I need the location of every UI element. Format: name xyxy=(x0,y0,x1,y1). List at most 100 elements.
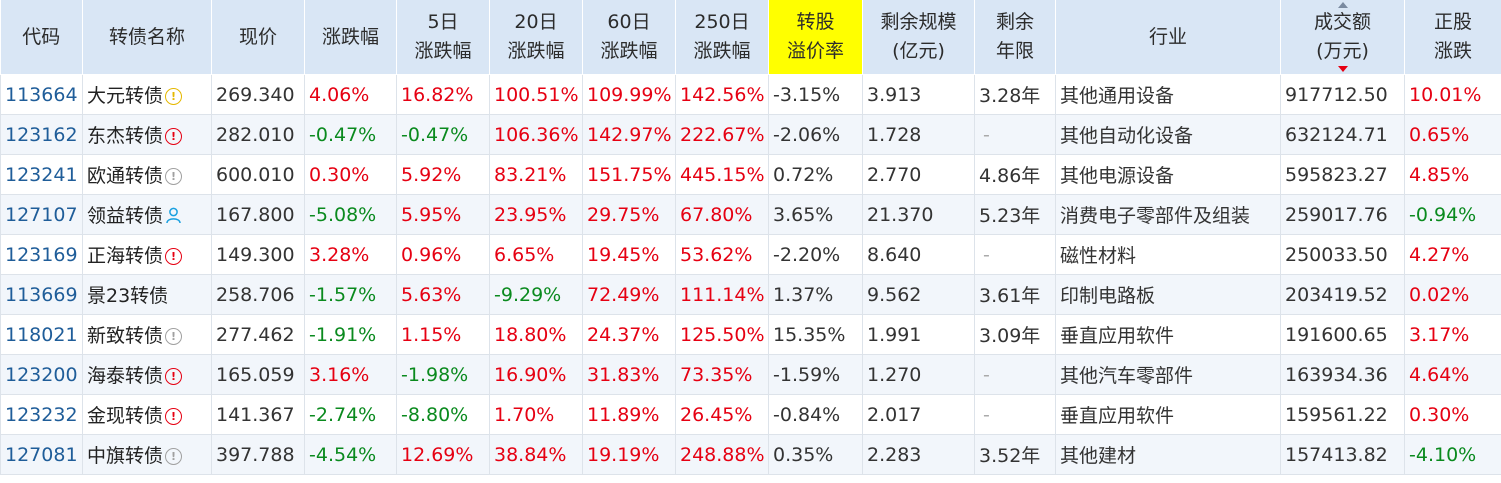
bond-code-link[interactable]: 113664 xyxy=(5,83,78,106)
cell-name[interactable]: 景23转债 xyxy=(82,274,212,315)
bond-name-link[interactable]: 领益转债 xyxy=(87,205,164,227)
bond-name-link[interactable]: 大元转债 xyxy=(87,85,164,107)
table-row[interactable]: 123241 欧通转债! 600.010 0.30% 5.92% 83.21% 151.75… xyxy=(0,154,1501,195)
bond-name-link[interactable]: 金现转债 xyxy=(87,405,164,427)
cell-name[interactable]: 金现转债! xyxy=(82,394,212,435)
cell-name[interactable]: 新致转债! xyxy=(82,314,212,355)
column-header-years[interactable]: 剩余 年限 xyxy=(974,0,1056,75)
cell-code[interactable]: 123169 xyxy=(0,234,83,275)
column-header-stock_chg[interactable]: 正股 涨跌 xyxy=(1404,0,1501,75)
cell-code[interactable]: 123200 xyxy=(0,354,83,395)
bond-code-link[interactable]: 127081 xyxy=(5,443,78,466)
column-header-premium[interactable]: 转股 溢价率 xyxy=(768,0,863,75)
cell-code[interactable]: 127081 xyxy=(0,434,83,475)
column-header-chg250[interactable]: 250日 涨跌幅 xyxy=(675,0,769,75)
table-row[interactable]: 123232 金现转债! 141.367 -2.74% -8.80% 1.70% 11.89… xyxy=(0,394,1501,435)
column-header-chg5[interactable]: 5日 涨跌幅 xyxy=(396,0,490,75)
column-header-industry[interactable]: 行业 xyxy=(1055,0,1281,75)
change-value: 3.17% xyxy=(1409,323,1470,346)
table-row[interactable]: 127081 中旗转债! 397.788 -4.54% 12.69% 38.84% 19.1… xyxy=(0,434,1501,475)
premium-value: -2.06% xyxy=(773,123,841,146)
table-row[interactable]: 113669 景23转债 258.706 -1.57% 5.63% -9.29% 72.49… xyxy=(0,274,1501,315)
change-value: 0.30% xyxy=(1409,403,1470,426)
cell-stock_chg: 0.02% xyxy=(1404,274,1501,315)
years-value: 3.61年 xyxy=(979,285,1041,307)
column-header-chg[interactable]: 涨跌幅 xyxy=(304,0,397,75)
cell-code[interactable]: 113669 xyxy=(0,274,83,315)
bond-code-link[interactable]: 123241 xyxy=(5,163,78,186)
cell-industry: 其他电源设备 xyxy=(1055,154,1281,195)
bond-name-link[interactable]: 景23转债 xyxy=(87,285,169,307)
cell-name[interactable]: 领益转债 xyxy=(82,194,212,235)
bond-name-link[interactable]: 新致转债 xyxy=(87,325,164,347)
bond-name-link[interactable]: 海泰转债 xyxy=(87,365,164,387)
column-header-scale[interactable]: 剩余规模 (亿元) xyxy=(862,0,975,75)
cell-code[interactable]: 127107 xyxy=(0,194,83,235)
cell-code[interactable]: 123162 xyxy=(0,114,83,155)
years-value: 3.52年 xyxy=(979,445,1041,467)
change-value: 0.96% xyxy=(401,243,462,266)
bond-name-link[interactable]: 欧通转债 xyxy=(87,165,164,187)
scale-value: 3.913 xyxy=(867,83,922,106)
column-header-code[interactable]: 代码 xyxy=(0,0,83,75)
cell-chg5: -8.80% xyxy=(396,394,490,435)
cell-industry: 其他建材 xyxy=(1055,434,1281,475)
cell-code[interactable]: 123241 xyxy=(0,154,83,195)
cell-chg60: 29.75% xyxy=(582,194,676,235)
table-row[interactable]: 123162 东杰转债! 282.010 -0.47% -0.47% 106.36% 142… xyxy=(0,114,1501,155)
cell-chg5: -0.47% xyxy=(396,114,490,155)
bond-name-link[interactable]: 东杰转债 xyxy=(87,125,164,147)
bond-code-link[interactable]: 123162 xyxy=(5,123,78,146)
bond-code-link[interactable]: 118021 xyxy=(5,323,78,346)
cell-name[interactable]: 海泰转债! xyxy=(82,354,212,395)
cell-chg5: -1.98% xyxy=(396,354,490,395)
bond-code-link[interactable]: 123232 xyxy=(5,403,78,426)
info-circle-icon: ! xyxy=(165,328,183,345)
cell-amount: 595823.27 xyxy=(1280,154,1405,195)
cell-chg20: 23.95% xyxy=(489,194,583,235)
cell-name[interactable]: 东杰转债! xyxy=(82,114,212,155)
table-row[interactable]: 123200 海泰转债! 165.059 3.16% -1.98% 16.90% 31.83… xyxy=(0,354,1501,395)
bond-name-link[interactable]: 中旗转债 xyxy=(87,445,164,467)
column-header-name[interactable]: 转债名称 xyxy=(82,0,212,75)
bond-code-link[interactable]: 127107 xyxy=(5,203,78,226)
bond-code-link[interactable]: 123200 xyxy=(5,363,78,386)
table-row[interactable]: 123169 正海转债! 149.300 3.28% 0.96% 6.65% 19.45% 5… xyxy=(0,234,1501,275)
column-header-price[interactable]: 现价 xyxy=(211,0,305,75)
sort-asc-icon[interactable] xyxy=(1337,2,1348,8)
column-header-label: 转股 溢价率 xyxy=(786,11,844,62)
column-header-label: 涨跌幅 xyxy=(321,25,379,48)
cell-name[interactable]: 欧通转债! xyxy=(82,154,212,195)
column-header-chg20[interactable]: 20日 涨跌幅 xyxy=(489,0,583,75)
change-value: 5.95% xyxy=(401,203,462,226)
premium-value: 15.35% xyxy=(773,323,846,346)
column-header-amount[interactable]: 成交额 (万元) xyxy=(1280,0,1405,75)
years-value: - xyxy=(983,363,990,386)
bond-name-link[interactable]: 正海转债 xyxy=(87,245,164,267)
table-row[interactable]: 118021 新致转债! 277.462 -1.91% 1.15% 18.80% 24.37… xyxy=(0,314,1501,355)
cell-name[interactable]: 中旗转债! xyxy=(82,434,212,475)
column-header-label: 剩余规模 (亿元) xyxy=(880,11,957,62)
column-header-label: 正股 涨跌 xyxy=(1433,11,1472,62)
cell-code[interactable]: 113664 xyxy=(0,74,83,115)
column-header-label: 现价 xyxy=(238,25,277,48)
cell-years: - xyxy=(974,394,1056,435)
cell-scale: 2.283 xyxy=(862,434,975,475)
cell-code[interactable]: 123232 xyxy=(0,394,83,435)
cell-chg5: 16.82% xyxy=(396,74,490,115)
cell-code[interactable]: 118021 xyxy=(0,314,83,355)
bond-code-link[interactable]: 123169 xyxy=(5,243,78,266)
cell-name[interactable]: 大元转债! xyxy=(82,74,212,115)
sort-desc-icon[interactable] xyxy=(1337,66,1348,72)
table-row[interactable]: 113664 大元转债! 269.340 4.06% 16.82% 100.51% 109.… xyxy=(0,74,1501,115)
amount-value: 632124.71 xyxy=(1285,123,1388,146)
cell-chg60: 11.89% xyxy=(582,394,676,435)
cell-stock_chg: 10.01% xyxy=(1404,74,1501,115)
change-value: -0.47% xyxy=(401,123,469,146)
column-header-chg60[interactable]: 60日 涨跌幅 xyxy=(582,0,676,75)
user-icon xyxy=(166,207,181,224)
bond-code-link[interactable]: 113669 xyxy=(5,283,78,306)
cell-amount: 632124.71 xyxy=(1280,114,1405,155)
cell-name[interactable]: 正海转债! xyxy=(82,234,212,275)
table-row[interactable]: 127107 领益转债 167.800 -5.08% 5.95% 23.95% 29.75%… xyxy=(0,194,1501,235)
